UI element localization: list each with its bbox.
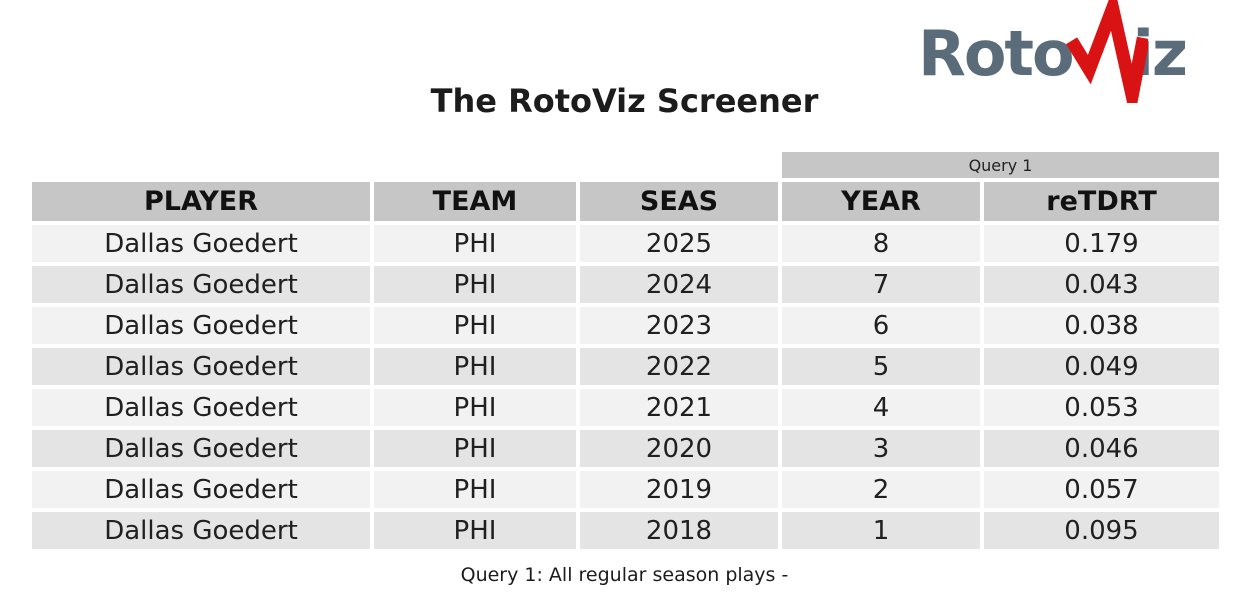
- column-header-retdrt: reTDRT: [984, 182, 1220, 221]
- table-row: Dallas Goedert PHI 2024 7 0.043: [32, 266, 1220, 303]
- table-row: Dallas Goedert PHI 2018 1 0.095: [32, 512, 1220, 549]
- table-cell: 1: [782, 512, 980, 549]
- column-header-year: YEAR: [782, 182, 980, 221]
- screener-table: Query 1 PLAYER TEAM SEAS YEAR reTDRT Dallas …: [28, 148, 1223, 553]
- table-cell: 0.043: [984, 266, 1220, 303]
- table-cell: 2019: [580, 471, 778, 508]
- table-cell: Dallas Goedert: [32, 348, 370, 385]
- table-cell: 0.046: [984, 430, 1220, 467]
- column-header-team: TEAM: [374, 182, 576, 221]
- table-row: Dallas Goedert PHI 2020 3 0.046: [32, 430, 1220, 467]
- table-cell: 2023: [580, 307, 778, 344]
- table-cell: Dallas Goedert: [32, 389, 370, 426]
- table-cell: 7: [782, 266, 980, 303]
- query-band-label: Query 1: [782, 152, 1220, 178]
- table-cell: PHI: [374, 471, 576, 508]
- table-row: Dallas Goedert PHI 2025 8 0.179: [32, 225, 1220, 262]
- table-row: Dallas Goedert PHI 2019 2 0.057: [32, 471, 1220, 508]
- table-cell: 0.049: [984, 348, 1220, 385]
- column-header-seas: SEAS: [580, 182, 778, 221]
- column-header-row: PLAYER TEAM SEAS YEAR reTDRT: [32, 182, 1220, 221]
- table-cell: Dallas Goedert: [32, 512, 370, 549]
- table-cell: 2021: [580, 389, 778, 426]
- table-cell: PHI: [374, 266, 576, 303]
- table-cell: PHI: [374, 389, 576, 426]
- table-cell: 0.057: [984, 471, 1220, 508]
- query-band-row: Query 1: [32, 152, 1220, 178]
- table-cell: 0.053: [984, 389, 1220, 426]
- table-cell: 2: [782, 471, 980, 508]
- table-cell: 8: [782, 225, 980, 262]
- table-cell: 0.095: [984, 512, 1220, 549]
- table-row: Dallas Goedert PHI 2021 4 0.053: [32, 389, 1220, 426]
- table-row: Dallas Goedert PHI 2023 6 0.038: [32, 307, 1220, 344]
- table-cell: 2022: [580, 348, 778, 385]
- query-band-spacer: [32, 152, 778, 178]
- table-cell: Dallas Goedert: [32, 266, 370, 303]
- table-cell: 2025: [580, 225, 778, 262]
- table-cell: PHI: [374, 225, 576, 262]
- table-cell: 2020: [580, 430, 778, 467]
- table-cell: 2018: [580, 512, 778, 549]
- table-cell: Dallas Goedert: [32, 471, 370, 508]
- table-cell: PHI: [374, 512, 576, 549]
- table-cell: PHI: [374, 430, 576, 467]
- logo-text-roto: Roto: [918, 17, 1075, 90]
- table-cell: Dallas Goedert: [32, 430, 370, 467]
- table-row: Dallas Goedert PHI 2022 5 0.049: [32, 348, 1220, 385]
- table-cell: 0.038: [984, 307, 1220, 344]
- column-header-player: PLAYER: [32, 182, 370, 221]
- table-cell: 5: [782, 348, 980, 385]
- table-cell: 0.179: [984, 225, 1220, 262]
- table-cell: PHI: [374, 348, 576, 385]
- pulse-v-icon: [1065, 0, 1148, 103]
- table-cell: PHI: [374, 307, 576, 344]
- table-cell: Dallas Goedert: [32, 307, 370, 344]
- footer-caption: Query 1: All regular season plays -: [460, 564, 789, 586]
- page-title: The RotoViz Screener: [430, 82, 819, 120]
- rotoviz-logo: Roto iz: [918, 0, 1188, 106]
- table-cell: 2024: [580, 266, 778, 303]
- table-cell: Dallas Goedert: [32, 225, 370, 262]
- table-cell: 3: [782, 430, 980, 467]
- table-cell: 6: [782, 307, 980, 344]
- table-cell: 4: [782, 389, 980, 426]
